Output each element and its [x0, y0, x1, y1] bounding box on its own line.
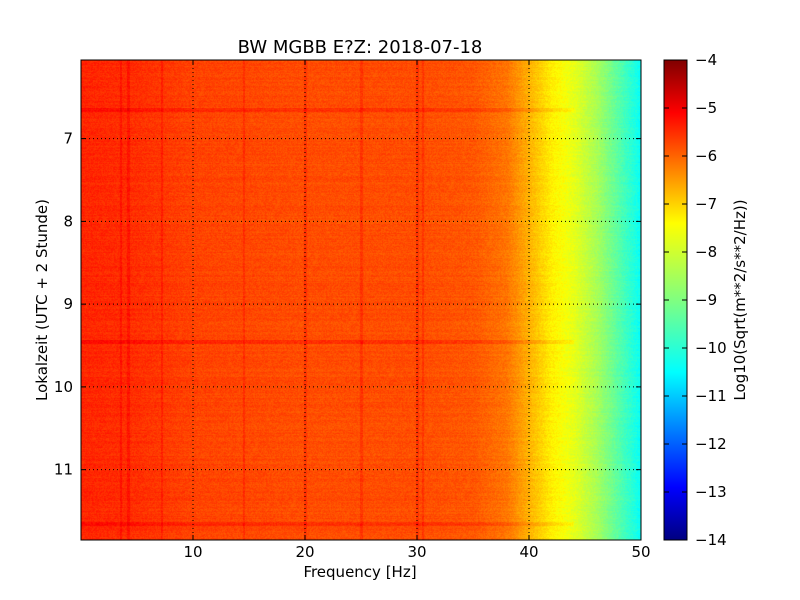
chart-title: BW MGBB E?Z: 2018-07-18 — [238, 37, 483, 58]
y-tick-label: 11 — [54, 461, 73, 479]
colorbar-tick-label: −5 — [695, 99, 717, 117]
plot-frame — [80, 59, 642, 541]
colorbar-tick-label: −6 — [695, 147, 717, 165]
x-tick-label: 30 — [407, 543, 426, 561]
colorbar-tick-label: −14 — [695, 531, 727, 549]
colorbar-tick-label: −11 — [695, 387, 727, 405]
colorbar-ticks: −4 −5 −6 −7 −8 −9 −10 −11 −12 −13 −14 — [664, 51, 727, 549]
colorbar-tick-label: −9 — [695, 291, 717, 309]
x-axis-label: Frequency [Hz] — [303, 563, 416, 581]
colorbar: −4 −5 −6 −7 −8 −9 −10 −11 −12 −13 −14 Log10(Sqrt(m… — [663, 51, 749, 549]
y-tick-label: 7 — [63, 130, 73, 148]
spectrogram-heatmap — [81, 60, 641, 540]
y-tick-label: 8 — [63, 212, 73, 230]
x-tick-label: 40 — [519, 543, 538, 561]
x-tick-label: 20 — [295, 543, 314, 561]
colorbar-tick-label: −4 — [695, 51, 717, 69]
x-tick-label: 50 — [631, 543, 650, 561]
colorbar-tick-label: −10 — [695, 339, 727, 357]
plot-grid — [81, 60, 641, 540]
colorbar-tick-label: −8 — [695, 243, 717, 261]
colorbar-tick-label: −12 — [695, 435, 727, 453]
colorbar-label: Log10(Sqrt(m**2/s**2/Hz)) — [731, 199, 749, 400]
y-tick-label: 10 — [54, 378, 73, 396]
colorbar-tick-label: −13 — [695, 483, 727, 501]
x-tick-label: 10 — [183, 543, 202, 561]
y-tick-label: 9 — [63, 295, 73, 313]
y-axis-label: Lokalzeit (UTC + 2 Stunde) — [33, 199, 51, 401]
x-axis: 10 20 30 40 50 — [183, 60, 651, 561]
colorbar-tick-label: −7 — [695, 195, 717, 213]
spectrogram-plot-area — [80, 59, 642, 541]
y-axis: 7 8 9 10 11 — [54, 130, 641, 479]
